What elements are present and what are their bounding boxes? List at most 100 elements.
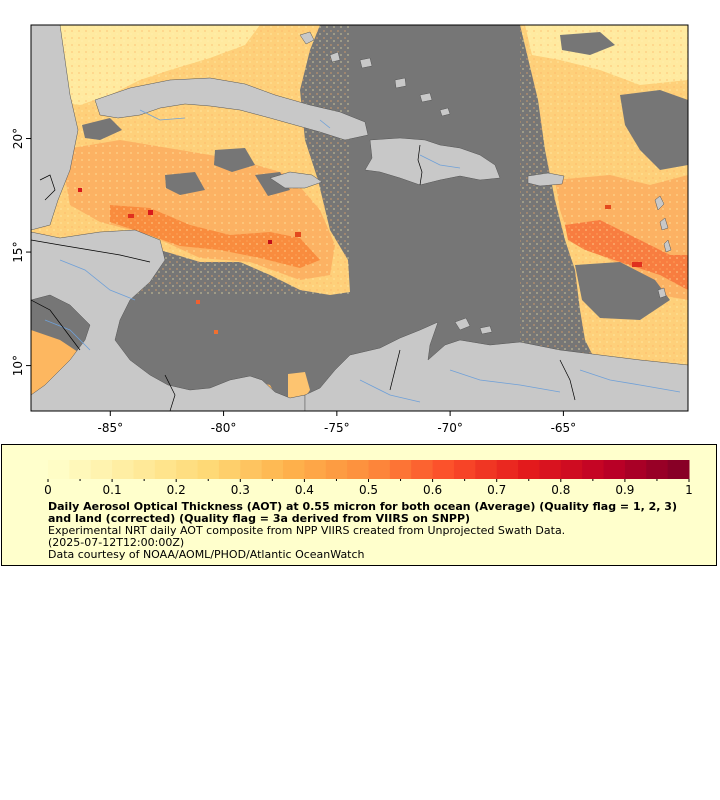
latitude-tick-label: 15° (11, 241, 25, 262)
colorbar-step (48, 460, 70, 479)
no-data-hole-west (214, 148, 255, 172)
longitude-tick-label: -80° (211, 421, 237, 435)
legend-credit: Data courtesy of NOAA/AOML/PHOD/Atlantic… (48, 548, 365, 561)
no-data-hole-west (165, 172, 205, 195)
land-central-america-south (31, 229, 306, 411)
legend-panel: 0 0.1 0.2 0.3 0.4 0.5 0.6 0.7 0.8 0.9 1 Daily Aero… (1, 444, 717, 566)
no-data-holes-west (82, 118, 290, 196)
high-aot-specks (78, 188, 642, 334)
border (164, 374, 176, 411)
high-aot-speck (128, 214, 134, 218)
map-layers (31, 25, 688, 411)
colorbar-step (133, 460, 156, 479)
border (31, 299, 81, 351)
latitude-tick-label: 10° (11, 355, 25, 376)
latitude-tick-label: 20° (11, 128, 25, 149)
river (319, 119, 331, 129)
rivers (44, 109, 681, 403)
colorbar-tick-label: 0.7 (487, 483, 506, 497)
colorbar-tick-label: 0.9 (615, 483, 634, 497)
land-bahamas (299, 31, 451, 117)
no-data-hole-east-1 (620, 90, 688, 170)
colorbar-step (603, 460, 626, 479)
colorbar-tick-label: 1 (685, 483, 693, 497)
legend-text: Daily Aerosol Optical Thickness (AOT) at… (48, 501, 688, 561)
aot-swath-east-texture (520, 25, 688, 411)
colorbar-step (667, 460, 690, 479)
colorbar-step (389, 460, 412, 479)
colorbar-step (90, 460, 113, 479)
border (559, 359, 576, 401)
colorbar-step (154, 460, 177, 479)
colorbar-step (560, 460, 583, 479)
colorbar-step (304, 460, 327, 479)
legend-description: Experimental NRT daily AOT composite fro… (48, 524, 566, 537)
longitude-ticks: -85° -80° -75° -70° -65° (97, 411, 576, 435)
colorbar-step (624, 460, 647, 479)
longitude-tick-label: -70° (437, 421, 463, 435)
river (419, 154, 461, 169)
map-figure: -85° -80° -75° -70° -65° 20° 15° 10° (11, 24, 689, 435)
colorbar-tick-label: 0 (44, 483, 52, 497)
border (39, 174, 56, 201)
colorbar-step (368, 460, 391, 479)
land-abc-islands (454, 317, 493, 335)
river (579, 369, 681, 393)
colorbar-step (475, 460, 498, 479)
colorbar-steps (48, 460, 690, 479)
high-aot-speck (295, 232, 301, 237)
colorbar-step (496, 460, 519, 479)
colorbar-step (176, 460, 199, 479)
river (59, 259, 136, 301)
colorbar-step (240, 460, 263, 479)
colorbar-step (646, 460, 669, 479)
river (44, 319, 91, 351)
land-cuba (94, 77, 369, 141)
high-aot-speck (214, 330, 218, 334)
colorbar-step (283, 460, 305, 479)
colorbar-ticks: 0 0.1 0.2 0.3 0.4 0.5 0.6 0.7 0.8 0.9 1 (44, 479, 693, 497)
colorbar-step (432, 460, 455, 479)
colorbar-step (325, 460, 348, 479)
legend-date: (2025-07-12T12:00:00Z) (48, 536, 185, 549)
colorbar: 0 0.1 0.2 0.3 0.4 0.5 0.6 0.7 0.8 0.9 1 (44, 460, 693, 497)
colorbar-step (347, 460, 369, 479)
colorbar-step (411, 460, 434, 479)
colorbar-tick-label: 0.5 (359, 483, 378, 497)
land-jamaica (269, 171, 323, 189)
high-aot-speck (632, 262, 642, 267)
colorbar-tick-label: 0.1 (103, 483, 122, 497)
legend-title: Daily Aerosol Optical Thickness (AOT) at… (48, 500, 677, 525)
no-data-hole-east-2 (575, 262, 670, 320)
colorbar-step (69, 460, 92, 479)
country-borders (31, 144, 576, 411)
colorbar-tick-label: 0.2 (167, 483, 186, 497)
land-south-america (304, 321, 688, 411)
land-lesser-antilles (654, 195, 672, 299)
aot-swath-east (520, 25, 688, 411)
map-frame (30, 24, 689, 412)
high-aot-speck (268, 240, 272, 244)
no-data-hole-west (82, 118, 122, 140)
colorbar-tick-label: 0.6 (423, 483, 442, 497)
river (359, 379, 421, 403)
colorbar-step (582, 460, 605, 479)
latitude-ticks: 20° 15° 10° (11, 128, 31, 376)
longitude-tick-label: -65° (551, 421, 577, 435)
river (449, 369, 561, 393)
border (417, 144, 423, 186)
land-puerto-rico (527, 172, 565, 187)
high-aot-speck (148, 210, 153, 215)
colorbar-tick-label: 0.3 (231, 483, 250, 497)
colorbar-step (261, 460, 284, 479)
colorbar-step (112, 460, 134, 479)
colorbar-tick-label: 0.4 (295, 483, 314, 497)
border (31, 239, 151, 263)
border (389, 349, 401, 391)
longitude-tick-label: -85° (97, 421, 123, 435)
high-aot-speck (78, 188, 82, 192)
longitude-tick-label: -75° (324, 421, 350, 435)
colorbar-step (539, 460, 562, 479)
colorbar-tick-label: 0.8 (551, 483, 570, 497)
colorbar-step (218, 460, 241, 479)
